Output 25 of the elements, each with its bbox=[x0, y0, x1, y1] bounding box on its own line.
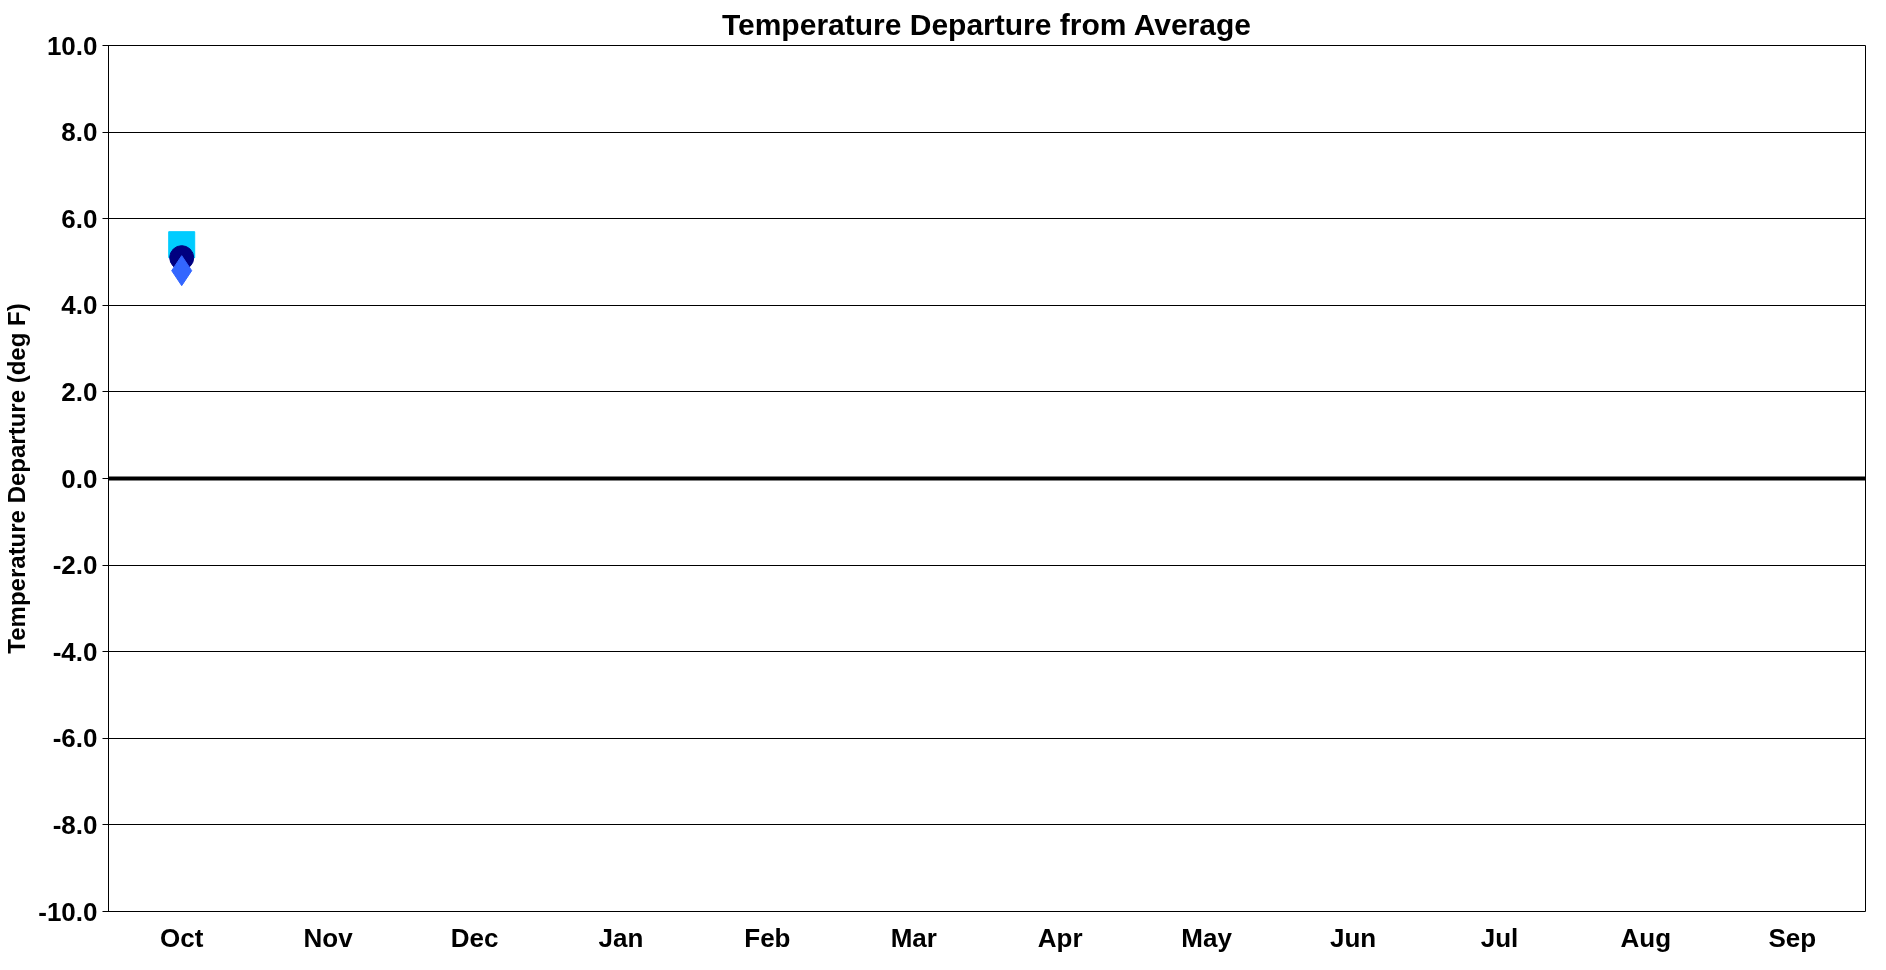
x-tick-label: Aug bbox=[1620, 922, 1672, 953]
y-axis-title: Temperature Departure (deg F) bbox=[3, 303, 31, 654]
x-tick-label: Sep bbox=[1768, 922, 1817, 953]
x-tick-label: Jul bbox=[1480, 922, 1519, 953]
chart-title: Temperature Departure from Average bbox=[721, 7, 1251, 41]
x-tick-label: Mar bbox=[890, 922, 937, 953]
y-tick-label: 0.0 bbox=[61, 463, 98, 494]
y-tick-label: -2.0 bbox=[52, 550, 98, 581]
y-tick-label: 8.0 bbox=[61, 117, 98, 148]
y-tick-label: -10.0 bbox=[38, 896, 98, 927]
x-tick-label: Dec bbox=[450, 922, 499, 953]
x-tick-label: May bbox=[1181, 922, 1233, 953]
y-tick-label: 4.0 bbox=[61, 290, 98, 321]
x-tick-label: Jun bbox=[1329, 922, 1377, 953]
x-tick-label: Apr bbox=[1037, 922, 1083, 953]
x-tick-label: Feb bbox=[744, 922, 791, 953]
y-tick-label: 2.0 bbox=[61, 376, 98, 407]
x-tick-label: Nov bbox=[303, 922, 354, 953]
y-tick-label: 10.0 bbox=[46, 30, 98, 61]
y-tick-label: -4.0 bbox=[52, 636, 98, 667]
x-tick-label: Jan bbox=[598, 922, 644, 953]
x-tick-label: Oct bbox=[160, 922, 204, 953]
y-tick-label: 6.0 bbox=[61, 203, 98, 234]
y-tick-label: -6.0 bbox=[52, 723, 98, 754]
y-tick-label: -8.0 bbox=[52, 809, 98, 840]
